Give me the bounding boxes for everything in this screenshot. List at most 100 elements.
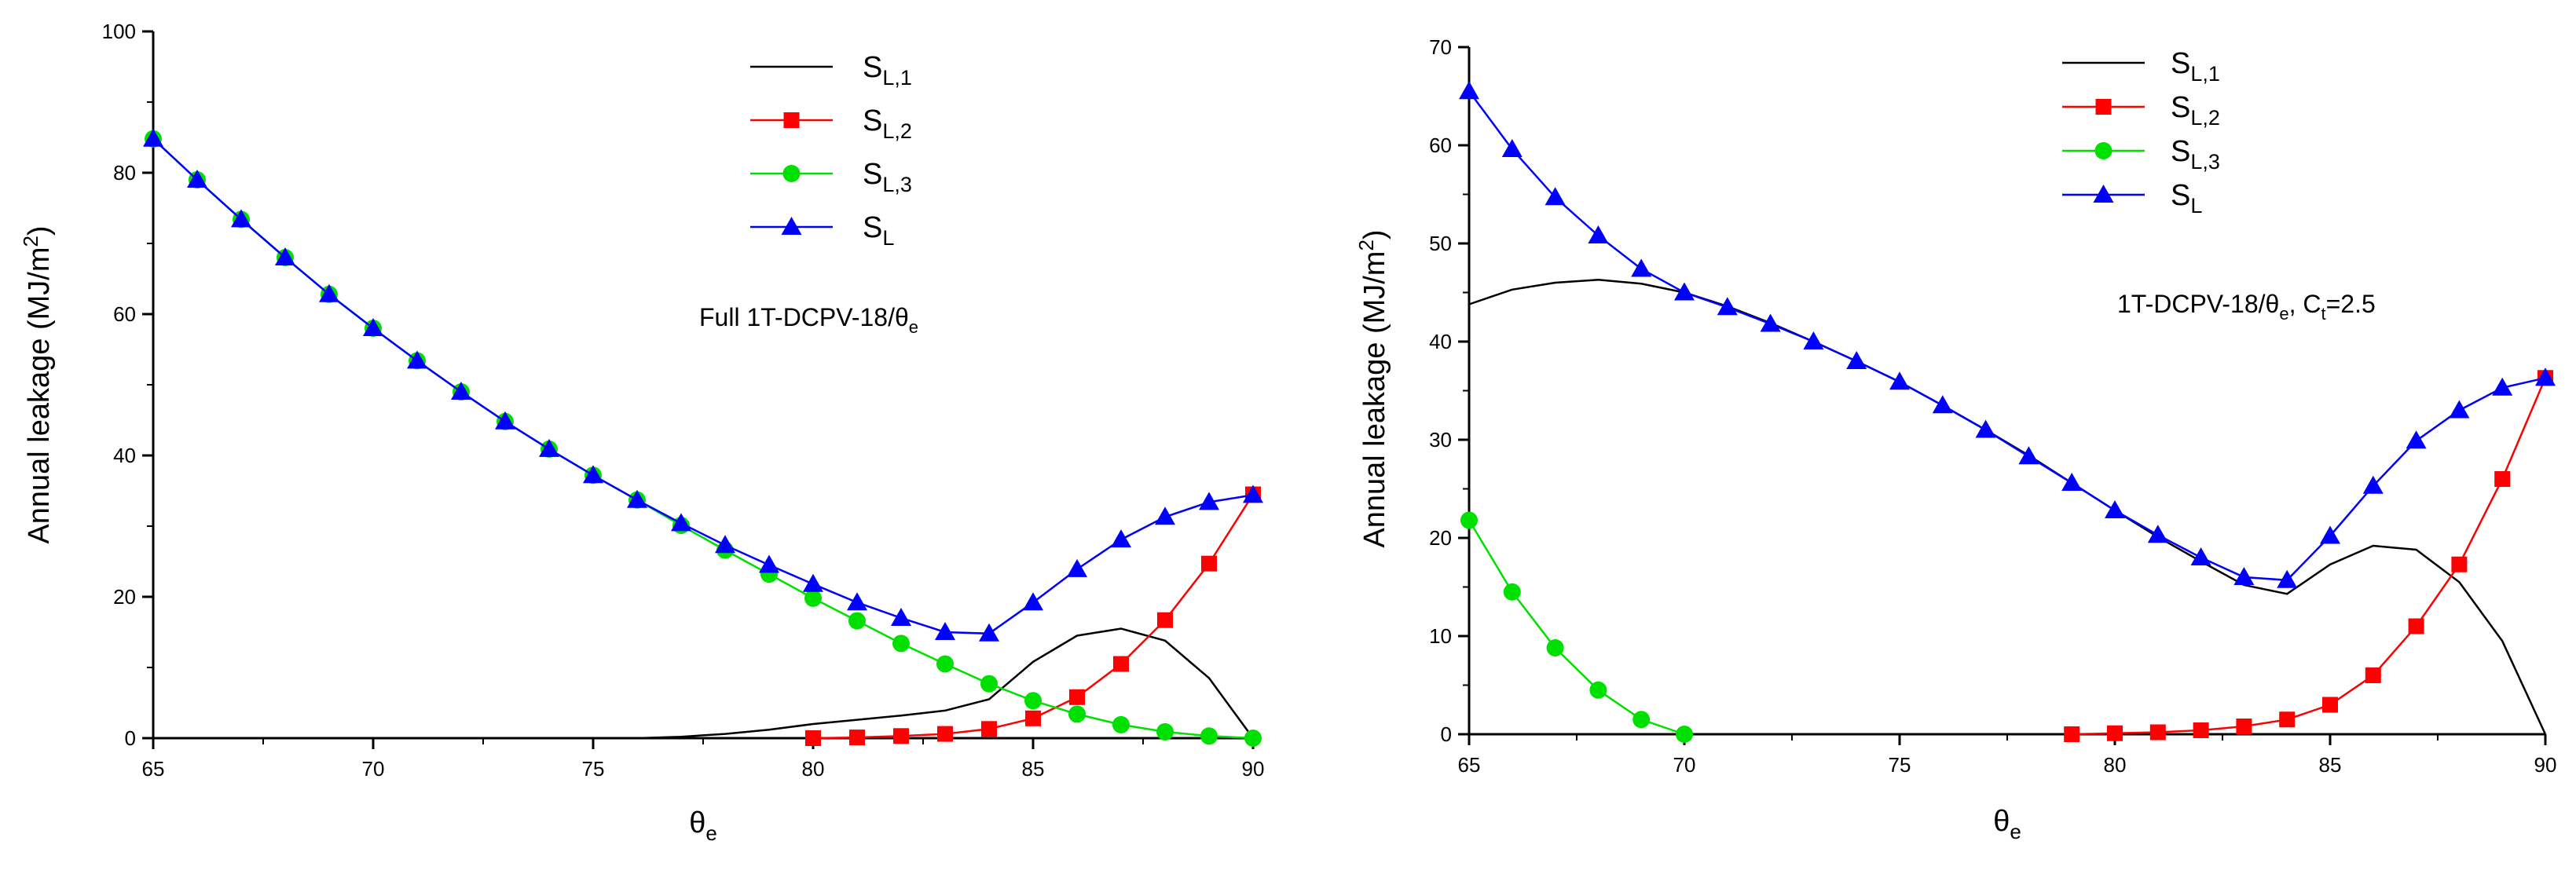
chart-annotation: 1T-DCPV-18/θe, Ct=2.5 — [2117, 290, 2376, 324]
legend-label: SL — [2171, 179, 2202, 218]
data-point — [1201, 555, 1217, 572]
series-sl1 — [153, 627, 1255, 740]
data-point — [1717, 297, 1738, 316]
legend-label: SL — [863, 211, 894, 250]
data-point — [1545, 187, 1566, 206]
data-point — [187, 170, 207, 188]
data-point — [1676, 726, 1693, 743]
data-point — [539, 438, 559, 457]
series-line — [152, 137, 1254, 635]
chart-2: 65 70 75 80 85 90 0 10 20 30 40 50 60 70 θe Annual leak… — [1354, 35, 2556, 843]
y-axis-title: Annual leakage (MJ/m2) — [19, 225, 56, 543]
data-point — [891, 608, 911, 626]
x-axis-title: θe — [1993, 805, 2021, 843]
data-point — [805, 730, 821, 746]
series-sl3 — [145, 130, 1262, 747]
data-point — [980, 675, 998, 693]
data-point — [627, 489, 647, 508]
data-point — [2406, 430, 2427, 449]
x-tick-label: 80 — [2104, 753, 2127, 777]
series-line — [1468, 90, 2546, 582]
legend-label: SL,2 — [2171, 91, 2220, 130]
data-point — [1157, 612, 1173, 628]
data-point — [2362, 475, 2384, 494]
data-point — [1501, 139, 1523, 157]
data-point — [495, 411, 515, 430]
data-point — [892, 634, 910, 653]
data-point — [2105, 500, 2125, 518]
series-line — [153, 627, 1255, 740]
data-point — [981, 721, 997, 737]
data-point — [143, 128, 163, 147]
legend-entry: SL,2 — [2062, 91, 2220, 130]
series-line — [1468, 279, 2547, 735]
series-sl2 — [805, 486, 1261, 746]
y-tick-label: 60 — [113, 302, 136, 326]
data-point — [847, 592, 867, 611]
legend-entry: SL,3 — [2062, 135, 2220, 174]
legend-entry: SL,1 — [2062, 47, 2220, 86]
data-point — [2147, 525, 2168, 543]
x-tick-label: 80 — [802, 757, 825, 781]
legend-entry: SL — [2062, 179, 2202, 218]
legend-label: SL,1 — [2171, 47, 2220, 86]
y-tick-label: 100 — [102, 20, 136, 43]
y-tick-label: 40 — [113, 444, 136, 467]
data-point — [1156, 722, 1174, 741]
data-point — [2149, 724, 2166, 741]
data-point — [2535, 368, 2556, 386]
y-tick-label: 20 — [113, 585, 136, 609]
legend-label: SL,3 — [863, 158, 912, 196]
data-point — [2190, 547, 2211, 565]
data-point — [451, 382, 471, 400]
data-point — [1631, 258, 1652, 277]
x-tick-label: 85 — [2319, 753, 2342, 777]
data-point — [2408, 618, 2424, 634]
data-point — [935, 622, 955, 640]
legend-marker — [781, 217, 802, 235]
series-line — [2072, 377, 2547, 736]
series-sl — [1459, 81, 2556, 588]
legend-marker — [782, 165, 801, 182]
y-tick-label: 0 — [1441, 722, 1452, 746]
data-point — [2279, 711, 2296, 728]
series-sl2 — [2064, 370, 2553, 742]
data-point — [1588, 225, 1609, 243]
data-point — [1200, 727, 1218, 745]
x-tick-label: 90 — [2534, 753, 2557, 777]
data-point — [363, 318, 383, 336]
data-point — [1023, 592, 1043, 611]
data-point — [848, 612, 866, 630]
data-point — [1760, 313, 1781, 332]
data-point — [2492, 377, 2513, 396]
data-point — [671, 513, 691, 532]
data-point — [1025, 710, 1041, 726]
data-point — [2233, 567, 2255, 585]
legend-marker — [2095, 99, 2112, 115]
data-point — [2494, 471, 2511, 487]
data-point — [1803, 331, 1824, 349]
legend-entry: SL,3 — [750, 158, 912, 196]
data-point — [2193, 722, 2209, 738]
legend-entry: SL,2 — [750, 104, 912, 143]
x-axis-title: θe — [689, 806, 717, 845]
data-point — [1111, 529, 1131, 548]
legend-entry: SL,1 — [750, 51, 912, 90]
legend-entry: SL — [750, 211, 894, 250]
data-point — [2061, 473, 2083, 491]
data-point — [804, 589, 822, 607]
series-sl3 — [1460, 511, 1693, 743]
data-point — [1113, 656, 1129, 672]
x-tick-label: 65 — [1458, 753, 1481, 777]
y-tick-label: 50 — [1429, 232, 1452, 255]
data-point — [1112, 715, 1130, 733]
legend-label: SL,2 — [863, 104, 912, 143]
series-line — [152, 137, 1254, 740]
data-point — [319, 283, 339, 302]
data-point — [1546, 639, 1564, 656]
y-tick-label: 10 — [1429, 624, 1452, 648]
x-tick-label: 90 — [1242, 757, 1265, 781]
chart-annotation: Full 1T-DCPV-18/θe — [699, 303, 918, 337]
x-tick-label: 70 — [1673, 753, 1696, 777]
